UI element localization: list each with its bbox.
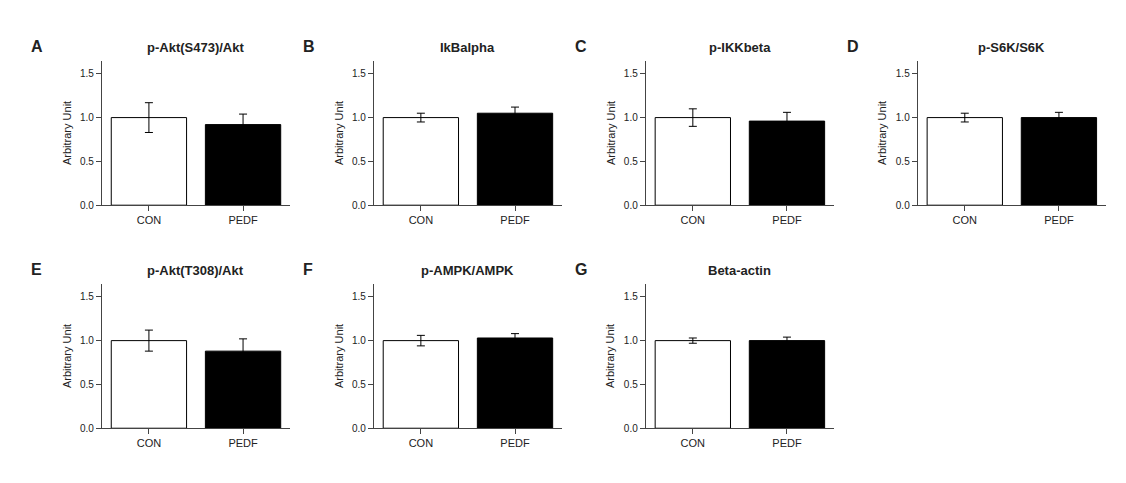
svg-text:F: F [303,261,313,278]
svg-text:p-Akt(S473)/Akt: p-Akt(S473)/Akt [147,40,244,55]
svg-text:p-AMPK/AMPK: p-AMPK/AMPK [421,263,514,278]
svg-text:1.5: 1.5 [624,291,638,302]
svg-text:p-Akt(T308)/Akt: p-Akt(T308)/Akt [147,263,244,278]
svg-text:1.0: 1.0 [896,112,910,123]
svg-text:0.5: 0.5 [624,156,638,167]
svg-text:1.0: 1.0 [352,335,366,346]
svg-text:IkBalpha: IkBalpha [440,40,495,55]
svg-text:0.5: 0.5 [80,156,94,167]
svg-text:1.5: 1.5 [80,68,94,79]
svg-text:D: D [847,38,859,55]
svg-text:0.5: 0.5 [624,379,638,390]
svg-text:1.0: 1.0 [80,335,94,346]
svg-text:Arbitrary Unit: Arbitrary Unit [333,324,345,388]
svg-text:CON: CON [409,214,434,226]
svg-text:CON: CON [409,437,434,449]
svg-text:CON: CON [137,437,162,449]
svg-text:G: G [575,261,587,278]
svg-text:PEDF: PEDF [500,437,530,449]
svg-text:0.0: 0.0 [80,423,94,434]
svg-text:0.5: 0.5 [80,379,94,390]
svg-text:0.5: 0.5 [352,379,366,390]
svg-text:B: B [303,38,315,55]
svg-text:1.5: 1.5 [352,68,366,79]
svg-text:CON: CON [681,437,706,449]
svg-text:Arbitrary Unit: Arbitrary Unit [605,324,617,388]
svg-text:C: C [575,38,587,55]
svg-text:PEDF: PEDF [228,214,258,226]
svg-text:0.0: 0.0 [624,423,638,434]
svg-text:Arbitrary Unit: Arbitrary Unit [605,101,617,165]
svg-text:PEDF: PEDF [228,437,258,449]
svg-text:0.0: 0.0 [80,200,94,211]
svg-text:1.5: 1.5 [352,291,366,302]
svg-text:1.5: 1.5 [80,291,94,302]
svg-text:1.0: 1.0 [352,112,366,123]
svg-text:PEDF: PEDF [772,437,802,449]
svg-text:1.0: 1.0 [80,112,94,123]
svg-text:CON: CON [953,214,978,226]
svg-text:1.5: 1.5 [624,68,638,79]
svg-text:p-S6K/S6K: p-S6K/S6K [978,40,1045,55]
svg-text:PEDF: PEDF [772,214,802,226]
svg-text:1.0: 1.0 [624,335,638,346]
svg-text:E: E [31,261,42,278]
svg-text:0.0: 0.0 [352,200,366,211]
svg-text:Arbitrary Unit: Arbitrary Unit [876,101,888,165]
svg-text:Arbitrary Unit: Arbitrary Unit [61,101,73,165]
svg-text:0.0: 0.0 [352,423,366,434]
svg-text:0.5: 0.5 [352,156,366,167]
svg-text:1.0: 1.0 [624,112,638,123]
svg-text:A: A [31,38,43,55]
svg-text:CON: CON [681,214,706,226]
svg-text:Beta-actin: Beta-actin [708,263,771,278]
svg-text:Arbitrary Unit: Arbitrary Unit [333,101,345,165]
svg-text:0.5: 0.5 [896,156,910,167]
svg-text:0.0: 0.0 [624,200,638,211]
svg-text:PEDF: PEDF [500,214,530,226]
svg-text:Arbitrary Unit: Arbitrary Unit [61,324,73,388]
svg-text:PEDF: PEDF [1044,214,1074,226]
svg-text:1.5: 1.5 [896,68,910,79]
svg-text:CON: CON [137,214,162,226]
svg-text:p-IKKbeta: p-IKKbeta [709,40,771,55]
svg-text:0.0: 0.0 [896,200,910,211]
